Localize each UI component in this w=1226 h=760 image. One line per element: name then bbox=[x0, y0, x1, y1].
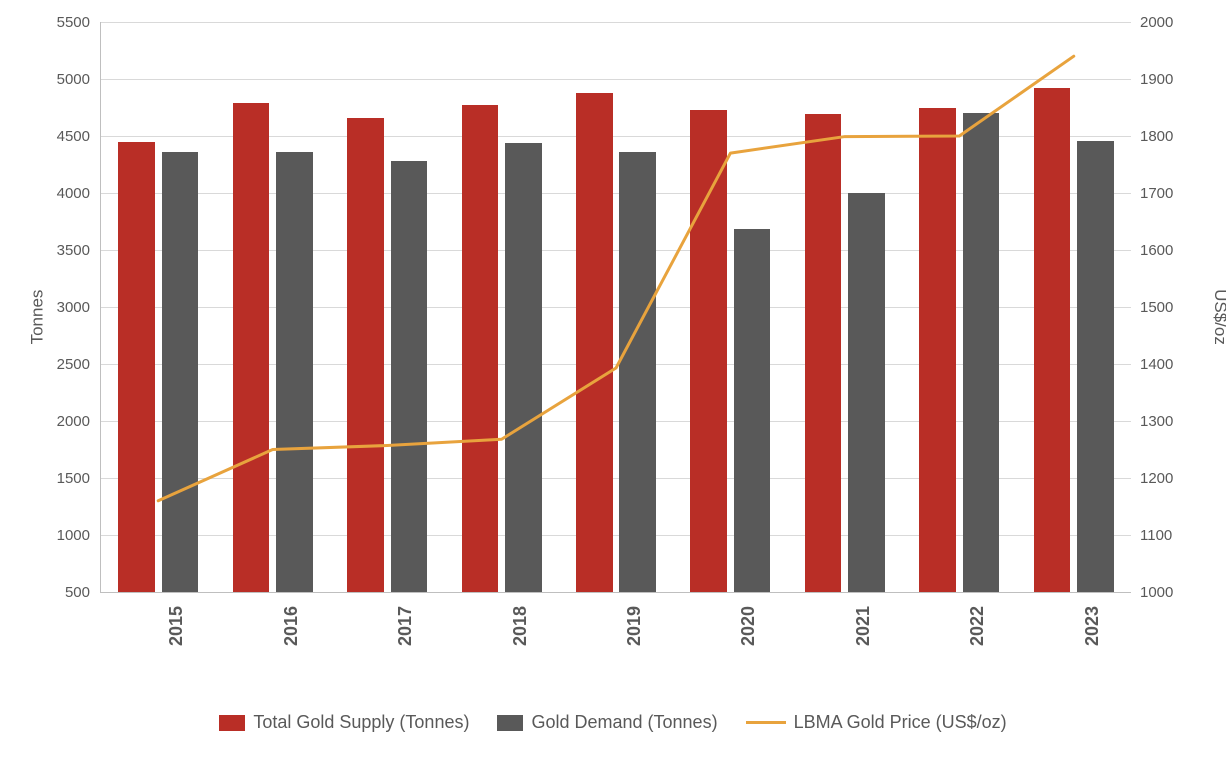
x-tick-label: 2022 bbox=[967, 606, 988, 656]
y-left-tick-label: 1000 bbox=[40, 528, 90, 543]
x-tick-label: 2020 bbox=[738, 606, 759, 656]
y-left-tick-label: 500 bbox=[40, 585, 90, 600]
bar-demand bbox=[619, 152, 656, 592]
plot-area bbox=[100, 22, 1131, 593]
y-left-tick-label: 3000 bbox=[40, 300, 90, 315]
bar-supply bbox=[576, 93, 613, 592]
y-right-tick-label: 1900 bbox=[1140, 72, 1173, 87]
bar-demand bbox=[505, 143, 542, 592]
bar-supply bbox=[347, 118, 384, 592]
legend-label: Gold Demand (Tonnes) bbox=[531, 712, 717, 733]
bar-supply bbox=[1034, 88, 1071, 592]
grid-line bbox=[101, 22, 1131, 23]
bar-demand bbox=[391, 161, 428, 592]
y-left-tick-label: 5500 bbox=[40, 15, 90, 30]
x-tick-label: 2017 bbox=[395, 606, 416, 656]
legend-item-demand: Gold Demand (Tonnes) bbox=[497, 712, 717, 733]
bar-supply bbox=[118, 142, 155, 592]
y-axis-left-title: Tonnes bbox=[27, 290, 47, 345]
y-left-tick-label: 4000 bbox=[40, 186, 90, 201]
bar-demand bbox=[276, 152, 313, 592]
x-tick-label: 2016 bbox=[281, 606, 302, 656]
y-left-tick-label: 2000 bbox=[40, 414, 90, 429]
chart-legend: Total Gold Supply (Tonnes) Gold Demand (T… bbox=[0, 712, 1226, 733]
y-right-tick-label: 2000 bbox=[1140, 15, 1173, 30]
y-right-tick-label: 1800 bbox=[1140, 129, 1173, 144]
y-left-tick-label: 3500 bbox=[40, 243, 90, 258]
y-right-tick-label: 1300 bbox=[1140, 414, 1173, 429]
legend-item-price: LBMA Gold Price (US$/oz) bbox=[746, 712, 1007, 733]
legend-swatch bbox=[497, 715, 523, 731]
y-left-tick-label: 2500 bbox=[40, 357, 90, 372]
x-tick-label: 2015 bbox=[166, 606, 187, 656]
bar-supply bbox=[805, 114, 842, 592]
bar-demand bbox=[848, 193, 885, 592]
x-tick-label: 2019 bbox=[624, 606, 645, 656]
y-right-tick-label: 1000 bbox=[1140, 585, 1173, 600]
y-axis-right-title: US$/oz bbox=[1210, 289, 1226, 345]
bar-demand bbox=[1077, 141, 1114, 592]
legend-line bbox=[746, 721, 786, 724]
legend-swatch bbox=[219, 715, 245, 731]
gold-supply-demand-price-chart: Tonnes US$/oz Total Gold Supply (Tonnes)… bbox=[0, 0, 1226, 760]
bar-supply bbox=[690, 110, 727, 592]
y-right-tick-label: 1700 bbox=[1140, 186, 1173, 201]
y-left-tick-label: 5000 bbox=[40, 72, 90, 87]
bar-supply bbox=[462, 105, 499, 592]
x-tick-label: 2018 bbox=[510, 606, 531, 656]
bar-supply bbox=[919, 108, 956, 593]
bar-demand bbox=[162, 152, 199, 592]
grid-line bbox=[101, 79, 1131, 80]
y-right-tick-label: 1600 bbox=[1140, 243, 1173, 258]
y-right-tick-label: 1400 bbox=[1140, 357, 1173, 372]
bar-supply bbox=[233, 103, 270, 592]
y-left-tick-label: 4500 bbox=[40, 129, 90, 144]
y-right-tick-label: 1100 bbox=[1140, 528, 1172, 543]
x-tick-label: 2021 bbox=[853, 606, 874, 656]
legend-label: Total Gold Supply (Tonnes) bbox=[253, 712, 469, 733]
y-right-tick-label: 1500 bbox=[1140, 300, 1173, 315]
legend-item-supply: Total Gold Supply (Tonnes) bbox=[219, 712, 469, 733]
y-right-tick-label: 1200 bbox=[1140, 471, 1173, 486]
y-left-tick-label: 1500 bbox=[40, 471, 90, 486]
bar-demand bbox=[963, 113, 1000, 592]
x-tick-label: 2023 bbox=[1082, 606, 1103, 656]
bar-demand bbox=[734, 229, 771, 592]
legend-label: LBMA Gold Price (US$/oz) bbox=[794, 712, 1007, 733]
